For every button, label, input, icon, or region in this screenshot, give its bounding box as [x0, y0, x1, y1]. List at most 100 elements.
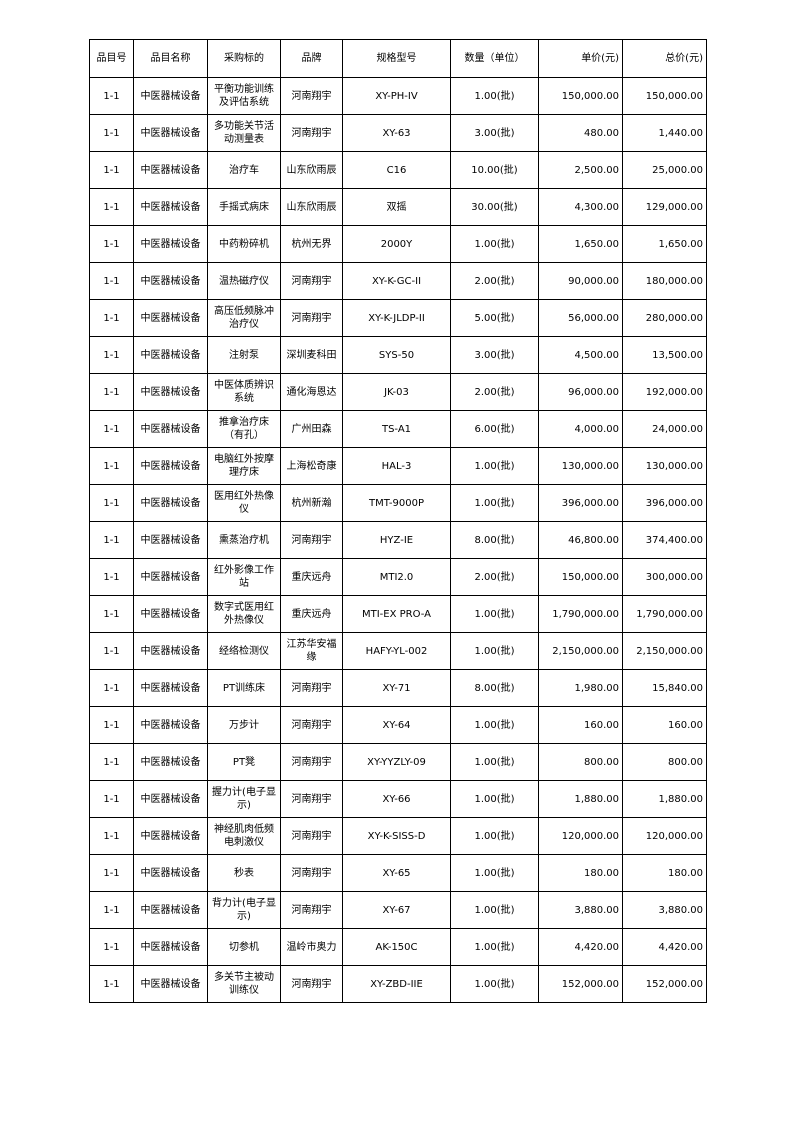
cell-item-name: 手摇式病床 — [207, 188, 281, 226]
cell-item-name: 切参机 — [207, 928, 281, 966]
cell-total-price: 160.00 — [622, 706, 707, 744]
cell-quantity: 1.00(批) — [450, 595, 539, 633]
cell-item-category: 中医器械设备 — [133, 706, 208, 744]
cell-unit-price: 1,980.00 — [538, 669, 623, 707]
table-row: 1-1 中医器械设备 熏蒸治疗机 河南翔宇 HYZ-IE 8.00(批) 46,800.00… — [89, 521, 707, 559]
table-row: 1-1 中医器械设备 万步计 河南翔宇 XY-64 1.00(批) 160.00 160.00 — [89, 706, 707, 744]
cell-model: XY-PH-IV — [342, 77, 451, 115]
cell-item-category: 中医器械设备 — [133, 743, 208, 781]
cell-model: XY-K-GC-II — [342, 262, 451, 300]
header-model: 规格型号 — [342, 39, 451, 78]
cell-model: XY-K-JLDP-II — [342, 299, 451, 337]
header-total-price: 总价(元) — [622, 39, 707, 78]
cell-total-price: 25,000.00 — [622, 151, 707, 189]
cell-item-name: 平衡功能训练及评估系统 — [207, 77, 281, 115]
cell-model: HYZ-IE — [342, 521, 451, 559]
cell-quantity: 30.00(批) — [450, 188, 539, 226]
cell-brand: 河南翔宇 — [280, 114, 343, 152]
cell-item-name: 医用红外热像仪 — [207, 484, 281, 522]
cell-quantity: 8.00(批) — [450, 669, 539, 707]
cell-model: XY-65 — [342, 854, 451, 892]
cell-brand: 杭州新瀚 — [280, 484, 343, 522]
cell-model: XY-K-SISS-D — [342, 817, 451, 855]
cell-total-price: 300,000.00 — [622, 558, 707, 596]
cell-brand: 杭州无界 — [280, 225, 343, 263]
table-row: 1-1 中医器械设备 多功能关节活动测量表 河南翔宇 XY-63 3.00(批) 480.0… — [89, 114, 707, 152]
cell-total-price: 1,650.00 — [622, 225, 707, 263]
cell-item-no: 1-1 — [89, 891, 134, 929]
header-row: 品目号 品目名称 采购标的 品牌 规格型号 数量（单位） 单价(元) 总价(元) — [89, 39, 707, 78]
cell-unit-price: 4,000.00 — [538, 410, 623, 448]
cell-item-name: PT训练床 — [207, 669, 281, 707]
cell-item-name: 熏蒸治疗机 — [207, 521, 281, 559]
cell-model: XY-ZBD-IIE — [342, 965, 451, 1003]
cell-quantity: 2.00(批) — [450, 373, 539, 411]
cell-model: 2000Y — [342, 225, 451, 263]
cell-unit-price: 1,880.00 — [538, 780, 623, 818]
cell-unit-price: 4,300.00 — [538, 188, 623, 226]
cell-unit-price: 800.00 — [538, 743, 623, 781]
cell-unit-price: 180.00 — [538, 854, 623, 892]
cell-total-price: 3,880.00 — [622, 891, 707, 929]
cell-brand: 江苏华安福缘 — [280, 632, 343, 670]
cell-quantity: 3.00(批) — [450, 114, 539, 152]
table-row: 1-1 中医器械设备 平衡功能训练及评估系统 河南翔宇 XY-PH-IV 1.00(批) 1… — [89, 77, 707, 115]
cell-brand: 重庆远舟 — [280, 595, 343, 633]
cell-item-category: 中医器械设备 — [133, 780, 208, 818]
cell-total-price: 180,000.00 — [622, 262, 707, 300]
cell-quantity: 1.00(批) — [450, 77, 539, 115]
cell-item-category: 中医器械设备 — [133, 891, 208, 929]
cell-item-category: 中医器械设备 — [133, 521, 208, 559]
cell-item-name: 红外影像工作站 — [207, 558, 281, 596]
cell-item-category: 中医器械设备 — [133, 854, 208, 892]
table-row: 1-1 中医器械设备 电脑红外按摩理疗床 上海松奇康 HAL-3 1.00(批) 130,0… — [89, 447, 707, 485]
table-row: 1-1 中医器械设备 秒表 河南翔宇 XY-65 1.00(批) 180.00 180.00 — [89, 854, 707, 892]
procurement-table: 品目号 品目名称 采购标的 品牌 规格型号 数量（单位） 单价(元) 总价(元) 1-1 中医器… — [89, 39, 707, 1003]
cell-item-category: 中医器械设备 — [133, 669, 208, 707]
cell-brand: 河南翔宇 — [280, 669, 343, 707]
cell-brand: 河南翔宇 — [280, 854, 343, 892]
cell-item-category: 中医器械设备 — [133, 262, 208, 300]
cell-item-no: 1-1 — [89, 447, 134, 485]
cell-quantity: 1.00(批) — [450, 743, 539, 781]
cell-item-no: 1-1 — [89, 928, 134, 966]
table-row: 1-1 中医器械设备 医用红外热像仪 杭州新瀚 TMT-9000P 1.00(批) 396,… — [89, 484, 707, 522]
cell-item-category: 中医器械设备 — [133, 965, 208, 1003]
header-item-category: 品目名称 — [133, 39, 208, 78]
cell-model: HAL-3 — [342, 447, 451, 485]
cell-item-name: 高压低频脉冲治疗仪 — [207, 299, 281, 337]
cell-brand: 河南翔宇 — [280, 299, 343, 337]
header-item-name: 采购标的 — [207, 39, 281, 78]
cell-item-no: 1-1 — [89, 373, 134, 411]
cell-quantity: 1.00(批) — [450, 928, 539, 966]
cell-brand: 温岭市奥力 — [280, 928, 343, 966]
cell-item-no: 1-1 — [89, 225, 134, 263]
cell-item-name: 温热磁疗仪 — [207, 262, 281, 300]
cell-item-no: 1-1 — [89, 262, 134, 300]
cell-brand: 深圳麦科田 — [280, 336, 343, 374]
table-row: 1-1 中医器械设备 推拿治疗床（有孔） 广州田森 TS-A1 6.00(批) 4,000.… — [89, 410, 707, 448]
cell-model: XY-71 — [342, 669, 451, 707]
cell-model: MTI2.0 — [342, 558, 451, 596]
cell-quantity: 1.00(批) — [450, 965, 539, 1003]
cell-total-price: 396,000.00 — [622, 484, 707, 522]
cell-quantity: 1.00(批) — [450, 817, 539, 855]
cell-quantity: 10.00(批) — [450, 151, 539, 189]
cell-item-name: 背力计(电子显示) — [207, 891, 281, 929]
table-row: 1-1 中医器械设备 注射泵 深圳麦科田 SYS-50 3.00(批) 4,500.00 13… — [89, 336, 707, 374]
cell-item-no: 1-1 — [89, 965, 134, 1003]
cell-total-price: 374,400.00 — [622, 521, 707, 559]
cell-quantity: 1.00(批) — [450, 706, 539, 744]
table-row: 1-1 中医器械设备 手摇式病床 山东欣雨辰 双摇 30.00(批) 4,300.00 129… — [89, 188, 707, 226]
cell-item-no: 1-1 — [89, 484, 134, 522]
cell-total-price: 1,880.00 — [622, 780, 707, 818]
cell-item-name: PT凳 — [207, 743, 281, 781]
cell-brand: 重庆远舟 — [280, 558, 343, 596]
cell-unit-price: 2,500.00 — [538, 151, 623, 189]
cell-item-category: 中医器械设备 — [133, 299, 208, 337]
cell-unit-price: 160.00 — [538, 706, 623, 744]
cell-item-no: 1-1 — [89, 114, 134, 152]
cell-quantity: 5.00(批) — [450, 299, 539, 337]
cell-unit-price: 1,790,000.00 — [538, 595, 623, 633]
cell-item-category: 中医器械设备 — [133, 151, 208, 189]
